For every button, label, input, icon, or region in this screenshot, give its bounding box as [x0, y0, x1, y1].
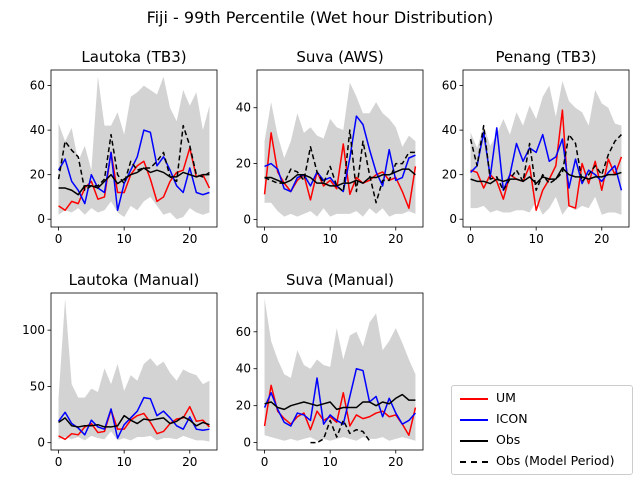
legend-swatch-obs: [460, 440, 488, 442]
series-um: [58, 147, 211, 212]
y-tick-label: 60: [236, 325, 251, 339]
axes-frame: [50, 292, 218, 451]
axes-frame: [256, 69, 424, 228]
series-obs: [264, 393, 416, 411]
x-tick-label: 10: [117, 232, 132, 246]
y-tick-label: 0: [243, 436, 251, 450]
plot-area: [57, 298, 210, 442]
x-tick-label: 10: [323, 455, 338, 469]
x-tick-label: 0: [55, 232, 63, 246]
legend-label-obs-model-period: Obs (Model Period): [496, 453, 615, 468]
series-um: [58, 405, 210, 441]
y-tick-label: 40: [442, 123, 457, 137]
figure-title: Fiji - 99th Percentile (Wet hour Distrib…: [146, 8, 494, 27]
panel-penang-tb3: 0 10 20 0 20 40 60 Penang (TB3): [442, 48, 630, 246]
series-obs-model-period: [310, 419, 371, 444]
panel-lautoka-tb3: 0 10 20 0 20 40 60 Lautoka (TB3): [30, 48, 218, 246]
x-tick-label: 20: [182, 455, 197, 469]
plot-area: [469, 81, 623, 215]
y-tick-label: 0: [449, 212, 457, 226]
panel-title: Suva (AWS): [296, 48, 383, 66]
x-tick-label: 10: [529, 232, 544, 246]
legend-label-um: UM: [496, 390, 516, 405]
panel-title: Penang (TB3): [496, 48, 597, 66]
series-icon: [57, 396, 210, 439]
y-tick-label: 20: [236, 399, 251, 413]
series-icon: [57, 129, 210, 212]
series-um: [263, 384, 417, 436]
legend-entry-obs: Obs: [452, 430, 632, 450]
range-band: [58, 298, 210, 442]
y-tick-label: 60: [442, 79, 457, 93]
y-tick-label: 0: [37, 212, 45, 226]
series-um: [263, 132, 417, 210]
legend-entry-icon: ICON: [452, 409, 632, 429]
panel-suva-aws: 0 10 20 0 20 40 Suva (AWS): [236, 48, 424, 246]
panel-title: Lautoka (Manual): [69, 271, 200, 289]
series-obs-model-period: [469, 124, 622, 192]
legend-entry-obs-model-period: Obs (Model Period): [452, 451, 632, 471]
x-tick-label: 10: [117, 455, 132, 469]
range-band: [264, 298, 416, 441]
series-icon: [263, 367, 417, 427]
legend-swatch-icon: [460, 419, 488, 421]
x-tick-label: 20: [594, 232, 609, 246]
x-tick-label: 0: [261, 455, 269, 469]
legend-label-icon: ICON: [496, 411, 528, 426]
x-tick-label: 20: [388, 455, 403, 469]
axes-frame: [50, 69, 218, 228]
y-tick-label: 0: [37, 436, 45, 450]
x-tick-label: 0: [55, 455, 63, 469]
y-tick-label: 40: [30, 123, 45, 137]
panel-suva-manual: 0 10 20 0 20 40 60 Suva (Manual): [236, 271, 424, 469]
y-tick-label: 60: [30, 79, 45, 93]
legend-swatch-obs-model-period: [460, 461, 488, 463]
x-tick-label: 0: [261, 232, 269, 246]
panel-title: Lautoka (TB3): [81, 48, 186, 66]
series-obs: [58, 414, 210, 428]
y-tick-label: 20: [30, 168, 45, 182]
legend-label-obs: Obs: [496, 432, 521, 447]
plot-area: [263, 82, 417, 217]
plot-area: [263, 298, 417, 444]
legend-swatch-um: [460, 398, 488, 400]
x-tick-label: 20: [388, 232, 403, 246]
axes-frame: [256, 292, 424, 451]
axes-frame: [462, 69, 630, 228]
y-tick-label: 0: [243, 212, 251, 226]
panel-lautoka-manual: 0 10 20 0 50 100 Lautoka (Manual): [22, 271, 218, 469]
y-tick-label: 50: [30, 379, 45, 393]
series-obs-model-period: [57, 124, 210, 192]
legend: UM ICON Obs Obs (Model Period): [451, 385, 633, 475]
y-tick-label: 20: [236, 157, 251, 171]
panel-title: Suva (Manual): [286, 271, 394, 289]
y-tick-label: 40: [236, 362, 251, 376]
y-tick-label: 40: [236, 101, 251, 115]
series-icon: [470, 127, 623, 192]
legend-entry-um: UM: [452, 388, 632, 408]
series-obs: [264, 168, 416, 187]
series-obs-model-period: [264, 129, 416, 204]
x-tick-label: 0: [467, 232, 475, 246]
y-tick-label: 100: [22, 323, 45, 337]
x-tick-label: 20: [182, 232, 197, 246]
range-band: [264, 82, 416, 217]
plot-area: [57, 76, 211, 220]
x-tick-label: 10: [323, 232, 338, 246]
series-obs: [470, 167, 622, 185]
y-tick-label: 20: [442, 168, 457, 182]
